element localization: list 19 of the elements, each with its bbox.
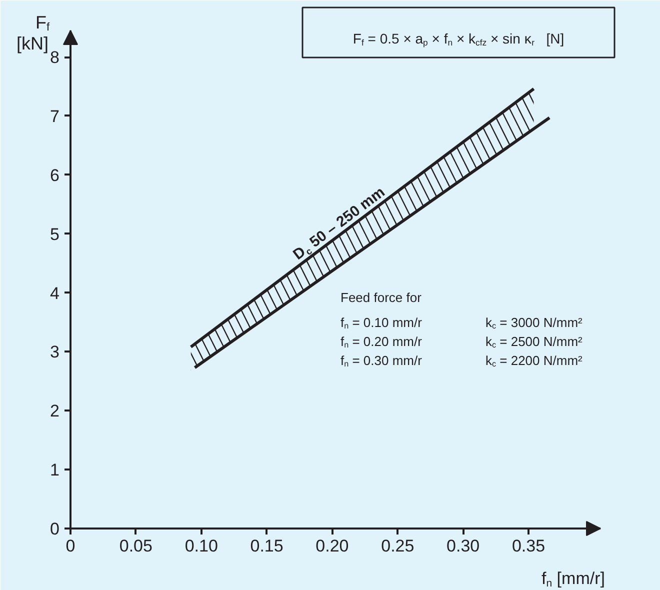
- y-tick-label: 4: [50, 284, 60, 303]
- y-tick-label: 8: [50, 48, 60, 68]
- y-tick-label: 2: [50, 402, 60, 421]
- x-tick-label: 0.05: [119, 536, 152, 556]
- y-tick-label: 7: [50, 106, 60, 126]
- x-tick-label: 0.25: [381, 536, 414, 556]
- y-tick-label: 3: [50, 342, 60, 362]
- x-tick-label: 0.20: [316, 536, 349, 556]
- x-tick-label: 0.30: [446, 536, 480, 556]
- x-tick-label: 0: [66, 536, 76, 556]
- y-tick-label: 1: [50, 460, 60, 480]
- x-tick-label: 0.15: [250, 536, 284, 556]
- annotation: Feed force for: [340, 290, 422, 305]
- y-tick-label: 0: [50, 520, 60, 538]
- x-tick-label: 0.10: [184, 536, 218, 556]
- y-tick-label: 6: [50, 166, 60, 185]
- x-tick-label: 0.35: [512, 536, 546, 556]
- y-tick-label: 5: [50, 224, 60, 244]
- annotation: Dc 50 – 250 mm: [290, 184, 388, 264]
